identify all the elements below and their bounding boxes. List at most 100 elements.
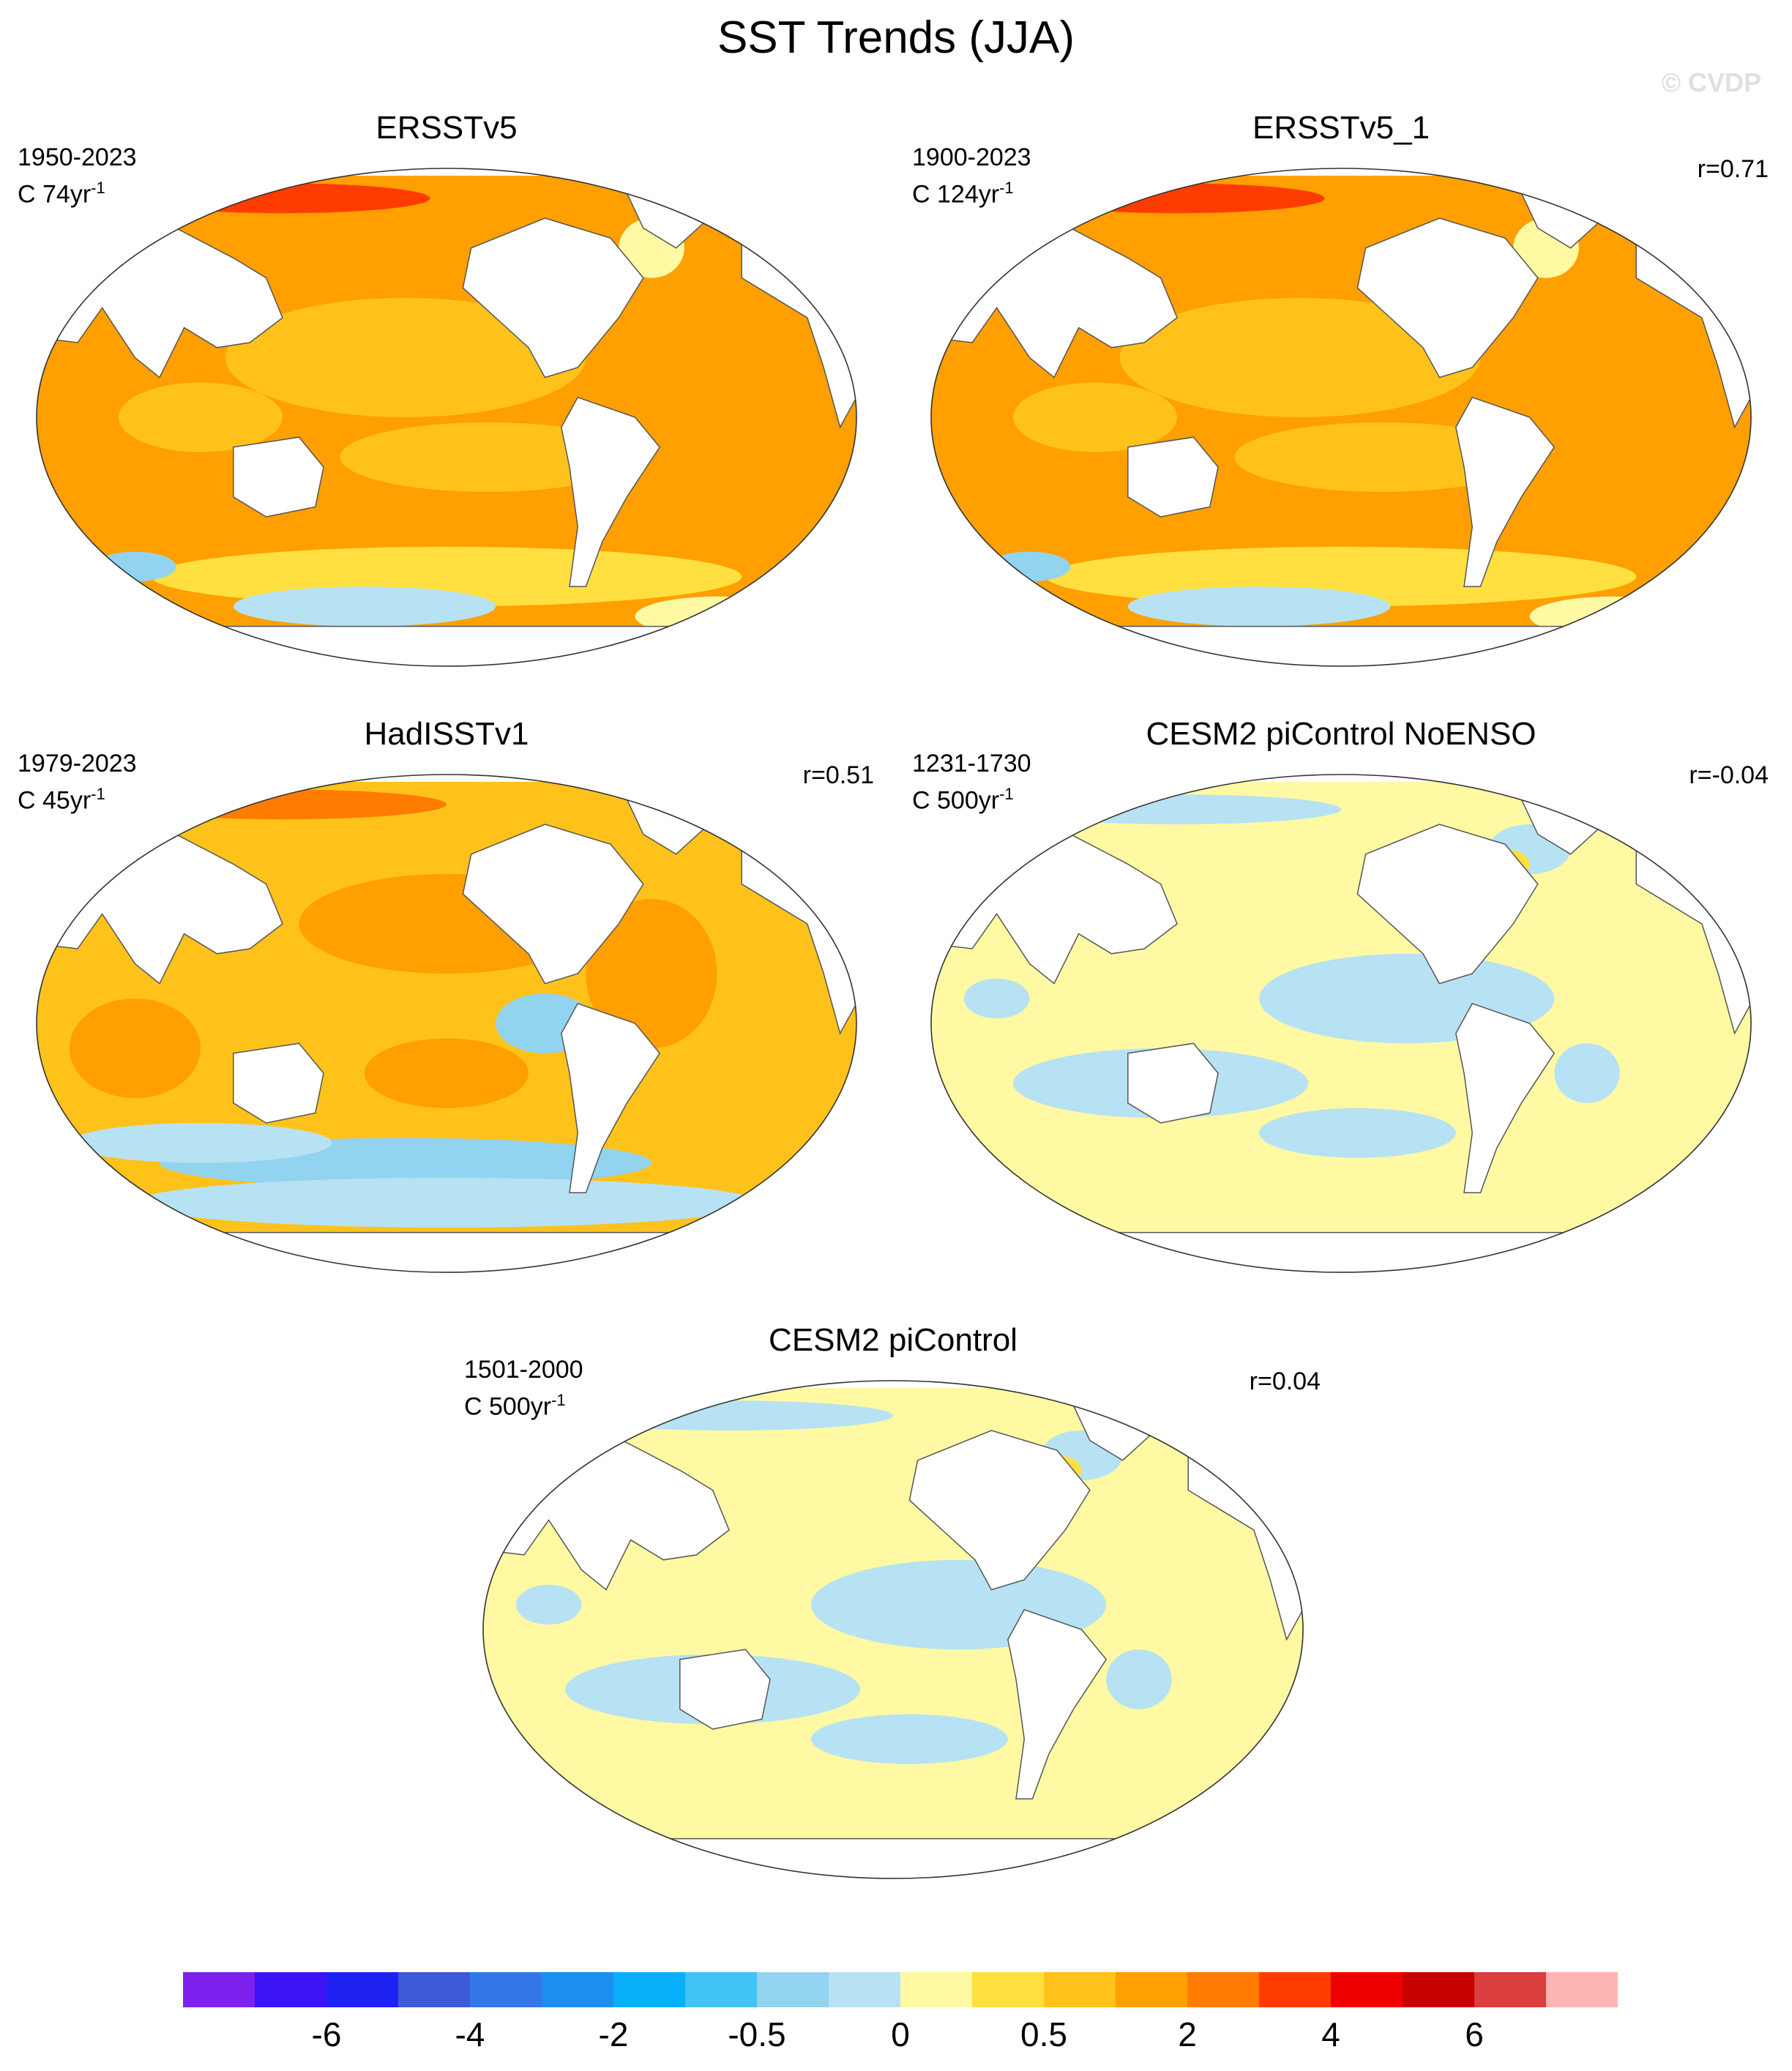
colorbar-tick-label: -4 xyxy=(455,2015,485,2053)
colorbar-tick-label: 2 xyxy=(1178,2015,1197,2053)
landmass xyxy=(1356,217,1539,378)
map-panel-ersstv5: ERSSTv5 1950-2023 C 74yr-1 xyxy=(13,110,880,695)
map-outline xyxy=(36,774,857,1273)
map-outline xyxy=(930,774,1752,1273)
panel-title: HadISSTv1 xyxy=(364,716,529,752)
units-exponent: -1 xyxy=(91,179,105,197)
colorbar-swatch xyxy=(1403,1972,1475,2007)
trend-anomaly-region xyxy=(233,586,496,627)
units-exponent: -1 xyxy=(551,1391,566,1409)
colorbar-tick-label: 0.5 xyxy=(1020,2015,1067,2053)
trend-anomaly-region xyxy=(1106,1649,1172,1709)
trend-anomaly-region xyxy=(225,297,586,417)
pattern-correlation: r=-0.04 xyxy=(1689,761,1769,789)
period-label: 1950-2023 xyxy=(18,143,137,171)
colorbar-swatch xyxy=(1474,1972,1547,2007)
landmass xyxy=(462,217,644,378)
panel-period: 1501-2000 C 500yr-1 xyxy=(464,1354,583,1422)
landmass xyxy=(908,1430,1091,1591)
colorbar: -6 -4 -2 -0.5 0 0.5 2 4 6 xyxy=(183,1972,1618,2053)
map-mask xyxy=(460,1322,1326,1388)
trend-anomaly-region xyxy=(69,1123,332,1163)
trend-anomaly-region xyxy=(811,1714,1008,1764)
panel-period: 1950-2023 C 74yr-1 xyxy=(18,142,137,209)
map-mask xyxy=(13,716,880,782)
map-canvas xyxy=(908,110,1774,667)
colorbar-swatch xyxy=(470,1972,542,2007)
colorbar-swatch xyxy=(1259,1972,1332,2007)
map-panel-ersstv5-1: ERSSTv5_1 1900-2023 C 124yr-1 r=0.71 xyxy=(908,110,1774,695)
colorbar-tick-label: -0.5 xyxy=(728,2015,786,2053)
trend-anomaly-region xyxy=(1127,586,1391,627)
trend-anomaly-region xyxy=(1029,183,1325,214)
map-outline xyxy=(930,168,1752,667)
period-label: 1501-2000 xyxy=(464,1356,583,1384)
period-label: 1900-2023 xyxy=(912,143,1031,171)
landmass xyxy=(233,436,324,518)
map-canvas xyxy=(13,716,880,1273)
panel-title: ERSSTv5 xyxy=(376,110,518,146)
landmass xyxy=(995,625,1687,666)
trend-anomaly-region xyxy=(586,899,717,1048)
trend-anomaly-region xyxy=(963,978,1030,1019)
colorbar-swatch xyxy=(398,1972,471,2007)
panel-period: 1231-1730 C 500yr-1 xyxy=(912,748,1031,816)
pattern-correlation: r=0.04 xyxy=(1249,1367,1321,1395)
trend-anomaly-region xyxy=(1554,1043,1620,1103)
units-exponent: -1 xyxy=(999,785,1014,803)
colorbar-swatch xyxy=(1116,1972,1188,2007)
colorbar-swatch xyxy=(542,1972,614,2007)
panel-period: 1900-2023 C 124yr-1 xyxy=(912,142,1031,209)
trend-anomaly-region xyxy=(515,1584,582,1625)
panel-period: 1979-2023 C 45yr-1 xyxy=(18,748,137,816)
credit-watermark: © CVDP xyxy=(1661,67,1761,97)
pattern-correlation: r=0.71 xyxy=(1697,155,1769,183)
colorbar-swatch xyxy=(1331,1972,1403,2007)
figure-title: SST Trends (JJA) xyxy=(717,12,1075,63)
map-mask xyxy=(13,110,880,176)
landmass xyxy=(547,1837,1239,1878)
panel-title: CESM2 piControl xyxy=(769,1322,1018,1358)
colorbar-swatch xyxy=(972,1972,1045,2007)
map-panel-cesm2-picontrol: CESM2 piControl 1501-2000 C 500yr-1 r=0.0… xyxy=(460,1322,1326,1908)
colorbar-tick-label: 0 xyxy=(891,2015,910,2053)
landmass xyxy=(1455,1002,1556,1193)
trend-anomaly-region xyxy=(1013,794,1341,824)
units-label: C 500yr xyxy=(464,1392,552,1421)
units-label: C 124yr xyxy=(912,180,1000,209)
landmass xyxy=(1455,396,1556,587)
colorbar-swatch xyxy=(1187,1972,1260,2007)
colorbar-tick-label: -2 xyxy=(598,2015,629,2053)
trend-anomaly-region xyxy=(119,789,447,820)
units-label: C 45yr xyxy=(18,786,92,815)
landmass xyxy=(100,1231,793,1272)
landmass xyxy=(100,625,793,666)
trend-anomaly-region xyxy=(1234,422,1530,492)
trend-anomaly-region xyxy=(69,999,201,1098)
landmass xyxy=(561,396,661,587)
landmass xyxy=(1007,1608,1108,1799)
colorbar-swatch xyxy=(326,1972,399,2007)
units-exponent: -1 xyxy=(999,179,1014,197)
units-label: C 74yr xyxy=(18,180,92,209)
colorbar-swatch xyxy=(829,1972,901,2007)
units-exponent: -1 xyxy=(91,785,105,803)
colorbar-swatch xyxy=(1546,1972,1618,2007)
map-panel-cesm2-picontrol-noenso: CESM2 piControl NoENSO 1231-1730 C 500yr-… xyxy=(908,716,1774,1302)
map-mask xyxy=(908,110,1774,176)
units-label: C 500yr xyxy=(912,786,1000,815)
landmass xyxy=(1127,1042,1219,1124)
colorbar-swatch xyxy=(613,1972,686,2007)
map-outline xyxy=(482,1380,1304,1879)
landmass xyxy=(679,1649,771,1730)
trend-anomaly-region xyxy=(135,183,430,214)
trend-anomaly-region xyxy=(365,1038,529,1108)
panel-title: ERSSTv5_1 xyxy=(1252,110,1430,146)
trend-anomaly-region xyxy=(1259,1108,1456,1158)
landmass xyxy=(462,824,644,985)
landmass xyxy=(1127,436,1219,518)
trend-anomaly-region xyxy=(119,382,283,452)
colorbar-swatches xyxy=(183,1972,1618,2007)
colorbar-swatch xyxy=(757,1972,829,2007)
period-label: 1979-2023 xyxy=(18,750,137,777)
